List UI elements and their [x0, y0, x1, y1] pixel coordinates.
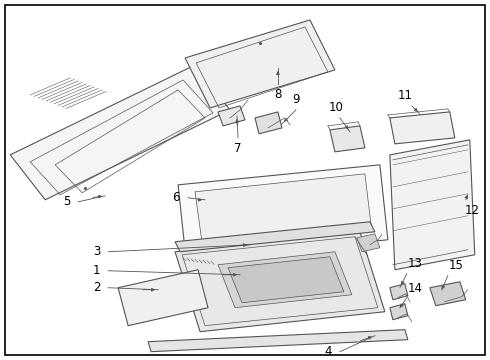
Polygon shape: [178, 165, 388, 260]
Text: 13: 13: [408, 257, 423, 270]
Polygon shape: [185, 20, 335, 108]
Text: 3: 3: [93, 245, 100, 258]
Polygon shape: [218, 252, 352, 308]
Text: 15: 15: [449, 259, 464, 272]
Polygon shape: [390, 284, 408, 300]
Polygon shape: [218, 106, 245, 126]
Polygon shape: [10, 65, 230, 200]
Text: 4: 4: [324, 345, 332, 358]
Polygon shape: [118, 270, 208, 326]
Polygon shape: [195, 174, 372, 250]
Text: 5: 5: [63, 195, 70, 208]
Polygon shape: [390, 112, 455, 144]
Text: 14: 14: [408, 282, 423, 295]
Polygon shape: [255, 112, 282, 134]
Text: 8: 8: [274, 88, 282, 101]
Text: 10: 10: [328, 101, 343, 114]
Text: 11: 11: [397, 89, 413, 102]
Text: 12: 12: [465, 204, 480, 217]
Polygon shape: [357, 234, 380, 252]
Polygon shape: [175, 232, 385, 332]
Text: 2: 2: [93, 281, 100, 294]
Polygon shape: [390, 140, 475, 270]
Text: 1: 1: [93, 264, 100, 277]
Polygon shape: [175, 222, 375, 252]
Polygon shape: [228, 257, 344, 303]
Text: 9: 9: [292, 93, 300, 106]
Polygon shape: [330, 126, 365, 152]
Polygon shape: [390, 304, 408, 320]
Text: 6: 6: [172, 191, 180, 204]
Text: 7: 7: [234, 142, 242, 155]
Polygon shape: [148, 330, 408, 352]
Polygon shape: [430, 282, 466, 306]
